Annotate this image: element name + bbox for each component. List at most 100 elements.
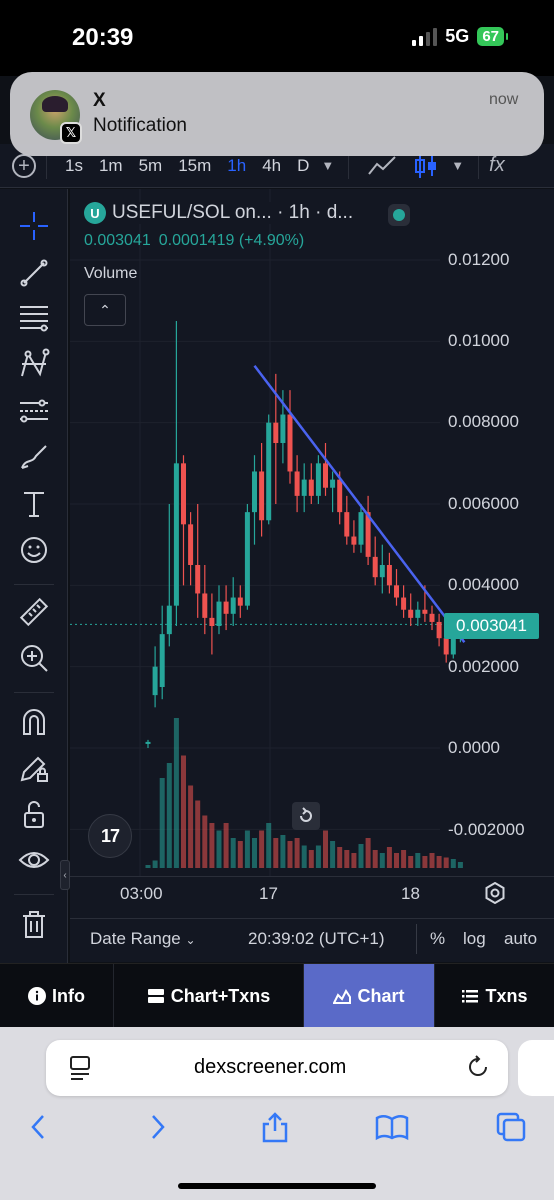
share-icon[interactable] <box>258 1110 292 1144</box>
zoom-tool[interactable] <box>17 641 51 675</box>
candle-body[interactable] <box>273 422 279 443</box>
back-icon[interactable] <box>22 1110 56 1144</box>
candle-body[interactable] <box>386 565 392 586</box>
candle-body[interactable] <box>344 512 350 537</box>
timezone-button[interactable]: 20:39:02 (UTC+1) <box>248 929 385 948</box>
lock-tool[interactable] <box>17 797 51 831</box>
date-range-dropdown[interactable]: Date Range ⌄ <box>90 929 196 949</box>
tabs-icon[interactable] <box>494 1110 528 1144</box>
candle-body[interactable] <box>287 414 293 472</box>
forward-icon[interactable] <box>140 1110 174 1144</box>
brush-tool[interactable] <box>17 441 51 475</box>
candle-body[interactable] <box>223 601 229 614</box>
candle-body[interactable] <box>330 479 336 488</box>
tab-info[interactable]: Info <box>0 964 114 1028</box>
pair-title[interactable]: USEFUL/SOL on... · 1h · d... <box>112 202 354 223</box>
forecast-tool[interactable] <box>17 394 51 428</box>
time-axis[interactable] <box>70 876 554 916</box>
bookmarks-icon[interactable] <box>375 1110 409 1144</box>
reload-icon[interactable] <box>466 1055 490 1079</box>
candle-body[interactable] <box>259 471 265 521</box>
timeframe-4h[interactable]: 4h <box>262 155 282 175</box>
hide-drawings-tool[interactable] <box>17 843 51 877</box>
magnet-tool[interactable] <box>17 705 51 739</box>
timeframe-d[interactable]: D <box>297 155 310 175</box>
next-tab-preview[interactable] <box>518 1040 554 1096</box>
address-bar[interactable] <box>46 1040 508 1096</box>
candle-body[interactable] <box>379 565 385 578</box>
log-scale-button[interactable]: log <box>463 929 486 948</box>
delete-drawings-tool[interactable] <box>17 907 51 941</box>
candle-body[interactable] <box>429 613 435 622</box>
tab-chart-txns[interactable]: Chart+Txns <box>114 964 304 1028</box>
candle-body[interactable] <box>351 536 357 545</box>
home-indicator[interactable] <box>178 1183 376 1189</box>
price-chart[interactable] <box>70 189 554 876</box>
line-chart-icon[interactable] <box>367 154 397 178</box>
chart-type-chevron-icon[interactable]: ▼ <box>451 158 465 173</box>
candle-body[interactable] <box>358 512 364 545</box>
chart-settings-icon[interactable] <box>484 882 506 904</box>
timeframe-1m[interactable]: 1m <box>98 155 123 175</box>
timeframe-15m[interactable]: 15m <box>178 155 212 175</box>
timeframe-1h[interactable]: 1h <box>227 155 247 175</box>
percent-scale-button[interactable]: % <box>430 929 446 948</box>
candle-body[interactable] <box>166 605 172 635</box>
tab-chart[interactable]: Chart <box>304 964 435 1028</box>
candle-body[interactable] <box>422 609 428 614</box>
candle-body[interactable] <box>202 593 208 618</box>
auto-scale-button[interactable]: auto <box>504 929 538 948</box>
candle-body[interactable] <box>237 597 243 606</box>
tradingview-logo[interactable]: 17 <box>88 814 132 858</box>
candle-body[interactable] <box>301 479 307 496</box>
candle-body[interactable] <box>443 638 449 655</box>
add-symbol-button[interactable]: + <box>12 153 36 178</box>
crosshair-tool[interactable] <box>17 209 51 243</box>
indicators-fx-icon[interactable]: fx <box>489 154 505 176</box>
candle-body[interactable] <box>365 512 371 557</box>
legend-collapse-button[interactable]: ⌃ <box>84 294 126 326</box>
emoji-tool[interactable] <box>17 533 51 567</box>
text-tool[interactable] <box>17 487 51 521</box>
candle-body[interactable] <box>315 463 321 496</box>
candle-body[interactable] <box>252 471 257 513</box>
chart-area[interactable] <box>70 189 554 919</box>
candle-body[interactable] <box>152 666 158 696</box>
candle-body[interactable] <box>280 414 286 443</box>
candle-body[interactable] <box>209 617 215 626</box>
timeframe-1s[interactable]: 1s <box>65 155 83 175</box>
candle-body[interactable] <box>195 565 201 594</box>
candle-body[interactable] <box>294 471 300 496</box>
candle-body[interactable] <box>230 597 236 614</box>
candle-body[interactable] <box>372 556 378 578</box>
candle-body[interactable] <box>337 479 343 513</box>
candle-body[interactable] <box>159 634 165 687</box>
candle-body[interactable] <box>145 741 151 744</box>
pattern-tool[interactable] <box>17 347 51 381</box>
candle-body[interactable] <box>408 609 414 618</box>
candle-body[interactable] <box>436 621 442 639</box>
candle-body[interactable] <box>415 609 421 618</box>
reader-mode-icon[interactable] <box>68 1055 92 1081</box>
toolbar-collapse-chevron-icon[interactable]: ‹ <box>60 860 70 890</box>
candle-body[interactable] <box>323 463 328 488</box>
candle-body[interactable] <box>188 524 194 565</box>
notification-banner[interactable] <box>10 72 544 156</box>
candle-body[interactable] <box>266 422 272 521</box>
tab-txns[interactable]: Txns <box>435 964 554 1028</box>
fib-tool[interactable] <box>17 300 51 334</box>
timeframe-5m[interactable]: 5m <box>138 155 163 175</box>
candle-body[interactable] <box>308 479 314 496</box>
candle-body[interactable] <box>394 585 399 598</box>
measure-tool[interactable] <box>17 595 51 629</box>
candle-body[interactable] <box>244 512 250 606</box>
trendline-tool[interactable] <box>17 256 51 290</box>
candle-body[interactable] <box>401 597 407 610</box>
trendline-drawing[interactable] <box>253 364 466 644</box>
candle-body[interactable] <box>181 463 186 525</box>
market-status-icon[interactable] <box>388 204 410 226</box>
candle-body[interactable] <box>216 601 222 626</box>
lock-drawing-tool[interactable] <box>17 751 51 785</box>
candle-body[interactable] <box>450 630 456 655</box>
reset-chart-button[interactable] <box>292 802 320 830</box>
